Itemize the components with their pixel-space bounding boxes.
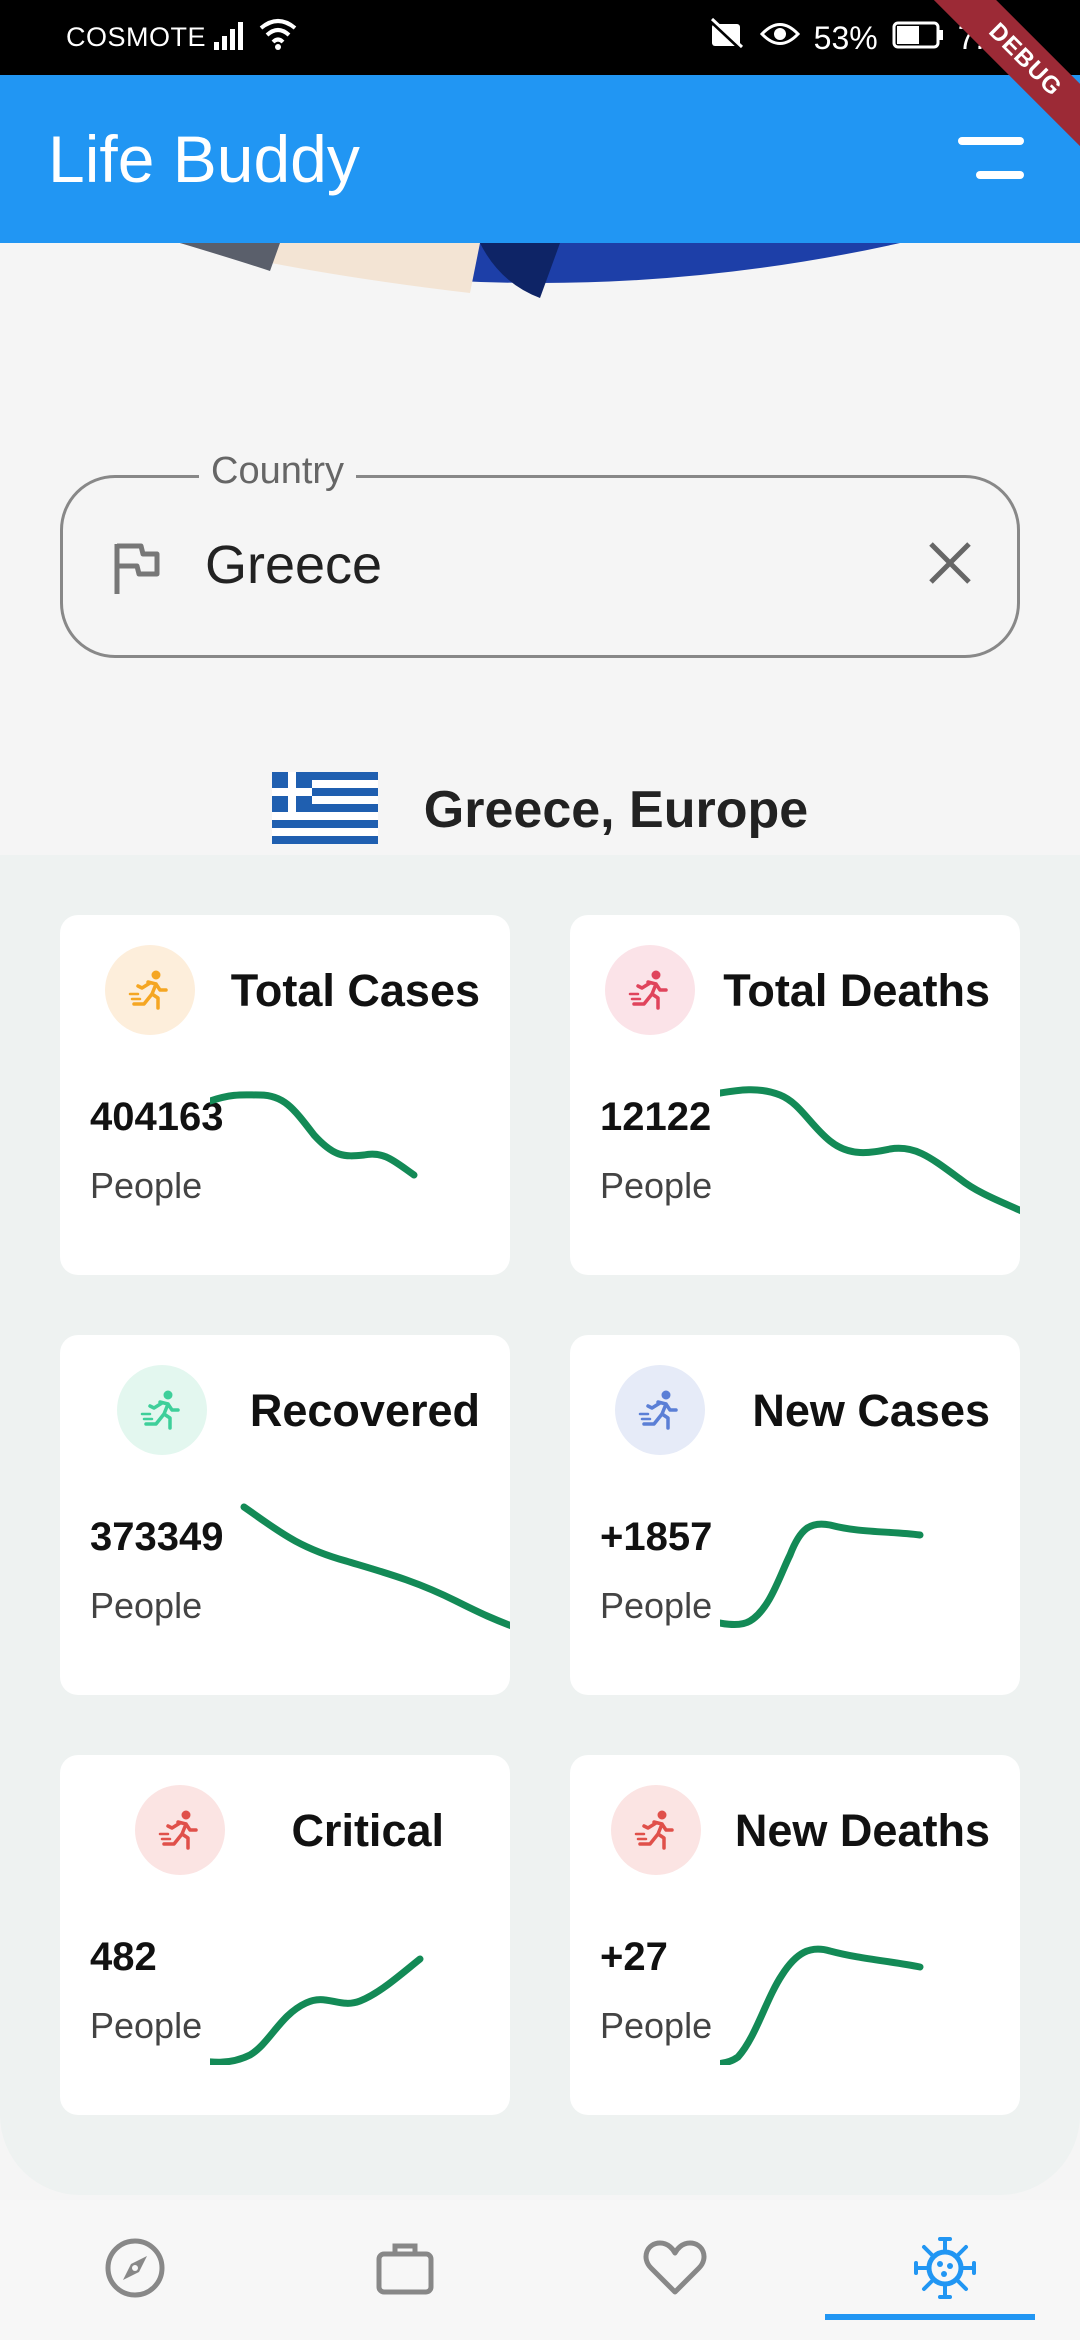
wifi-icon bbox=[258, 16, 298, 57]
runner-icon bbox=[615, 1365, 705, 1455]
stat-title: New Deaths bbox=[734, 1805, 990, 1856]
runner-icon bbox=[105, 945, 195, 1035]
runner-icon bbox=[135, 1785, 225, 1875]
sparkline bbox=[720, 1945, 924, 2065]
stat-card-total-cases[interactable]: Total Cases 404163 People bbox=[60, 915, 510, 1275]
stat-card-critical[interactable]: Critical 482 People bbox=[60, 1755, 510, 2115]
country-name: Greece, Europe bbox=[423, 781, 809, 839]
stat-unit: People bbox=[600, 1585, 713, 1626]
nav-health[interactable] bbox=[540, 2200, 810, 2340]
no-sim-icon bbox=[706, 16, 746, 60]
nav-covid[interactable] bbox=[810, 2200, 1080, 2340]
stat-title: New Cases bbox=[752, 1385, 990, 1436]
battery-percent: 53% bbox=[813, 19, 878, 56]
active-tab-indicator bbox=[825, 2314, 1035, 2320]
stat-unit: People bbox=[90, 1165, 203, 1206]
runner-icon bbox=[605, 945, 695, 1035]
sparkline bbox=[240, 1503, 510, 1630]
app-bar: Life Buddy bbox=[0, 75, 1080, 243]
country-header: Greece, Europe bbox=[0, 770, 1080, 850]
country-field[interactable]: Country Greece bbox=[60, 450, 1020, 658]
stat-card-total-deaths[interactable]: Total Deaths 12122 People bbox=[570, 915, 1020, 1275]
stat-unit: People bbox=[600, 2005, 713, 2046]
heart-icon bbox=[642, 2238, 708, 2303]
signal-icon bbox=[212, 18, 248, 57]
status-bar: COSMOTE 53% 7:17 bbox=[0, 0, 1080, 75]
stat-value: +1857 bbox=[600, 1515, 713, 1559]
carrier-name: COSMOTE bbox=[66, 22, 207, 52]
briefcase-icon bbox=[373, 2236, 437, 2305]
runner-icon bbox=[117, 1365, 207, 1455]
app-title: Life Buddy bbox=[48, 122, 360, 196]
menu-button[interactable] bbox=[958, 137, 1024, 181]
stat-title: Recovered bbox=[249, 1385, 480, 1436]
stat-value: 12122 bbox=[600, 1095, 712, 1139]
stat-unit: People bbox=[90, 2005, 203, 2046]
stat-unit: People bbox=[600, 1165, 713, 1206]
eye-icon bbox=[759, 19, 800, 57]
stat-card-recovered[interactable]: Recovered 373349 People bbox=[60, 1335, 510, 1695]
greece-flag-icon bbox=[271, 771, 378, 849]
stats-panel: Total Cases 404163 People Total Deaths 1… bbox=[0, 855, 1080, 2195]
battery-icon bbox=[892, 20, 944, 57]
stat-value: +27 bbox=[600, 1935, 668, 1979]
clear-icon[interactable] bbox=[925, 538, 975, 593]
stat-card-new-deaths[interactable]: New Deaths +27 People bbox=[570, 1755, 1020, 2115]
stat-value: 482 bbox=[90, 1935, 157, 1979]
sparkline bbox=[720, 1520, 924, 1628]
country-field-label: Country bbox=[199, 450, 357, 493]
virus-icon bbox=[912, 2235, 978, 2306]
header-illustration bbox=[0, 243, 1080, 303]
sparkline bbox=[720, 1086, 1020, 1215]
stat-value: 373349 bbox=[90, 1515, 224, 1559]
stat-card-new-cases[interactable]: New Cases +1857 People bbox=[570, 1335, 1020, 1695]
sparkline bbox=[210, 1955, 424, 2065]
country-input[interactable]: Greece bbox=[205, 535, 383, 595]
compass-icon bbox=[103, 2236, 167, 2305]
menu-icon-line bbox=[976, 171, 1024, 179]
stat-title: Total Deaths bbox=[723, 965, 990, 1016]
menu-icon bbox=[958, 137, 1024, 145]
stat-value: 404163 bbox=[90, 1095, 224, 1139]
runner-icon bbox=[611, 1785, 701, 1875]
stat-unit: People bbox=[90, 1585, 203, 1626]
flag-icon bbox=[111, 540, 163, 601]
stat-title: Total Cases bbox=[230, 965, 480, 1016]
nav-explore[interactable] bbox=[0, 2200, 270, 2340]
nav-work[interactable] bbox=[270, 2200, 540, 2340]
sparkline bbox=[210, 1091, 418, 1179]
stat-title: Critical bbox=[291, 1805, 444, 1856]
